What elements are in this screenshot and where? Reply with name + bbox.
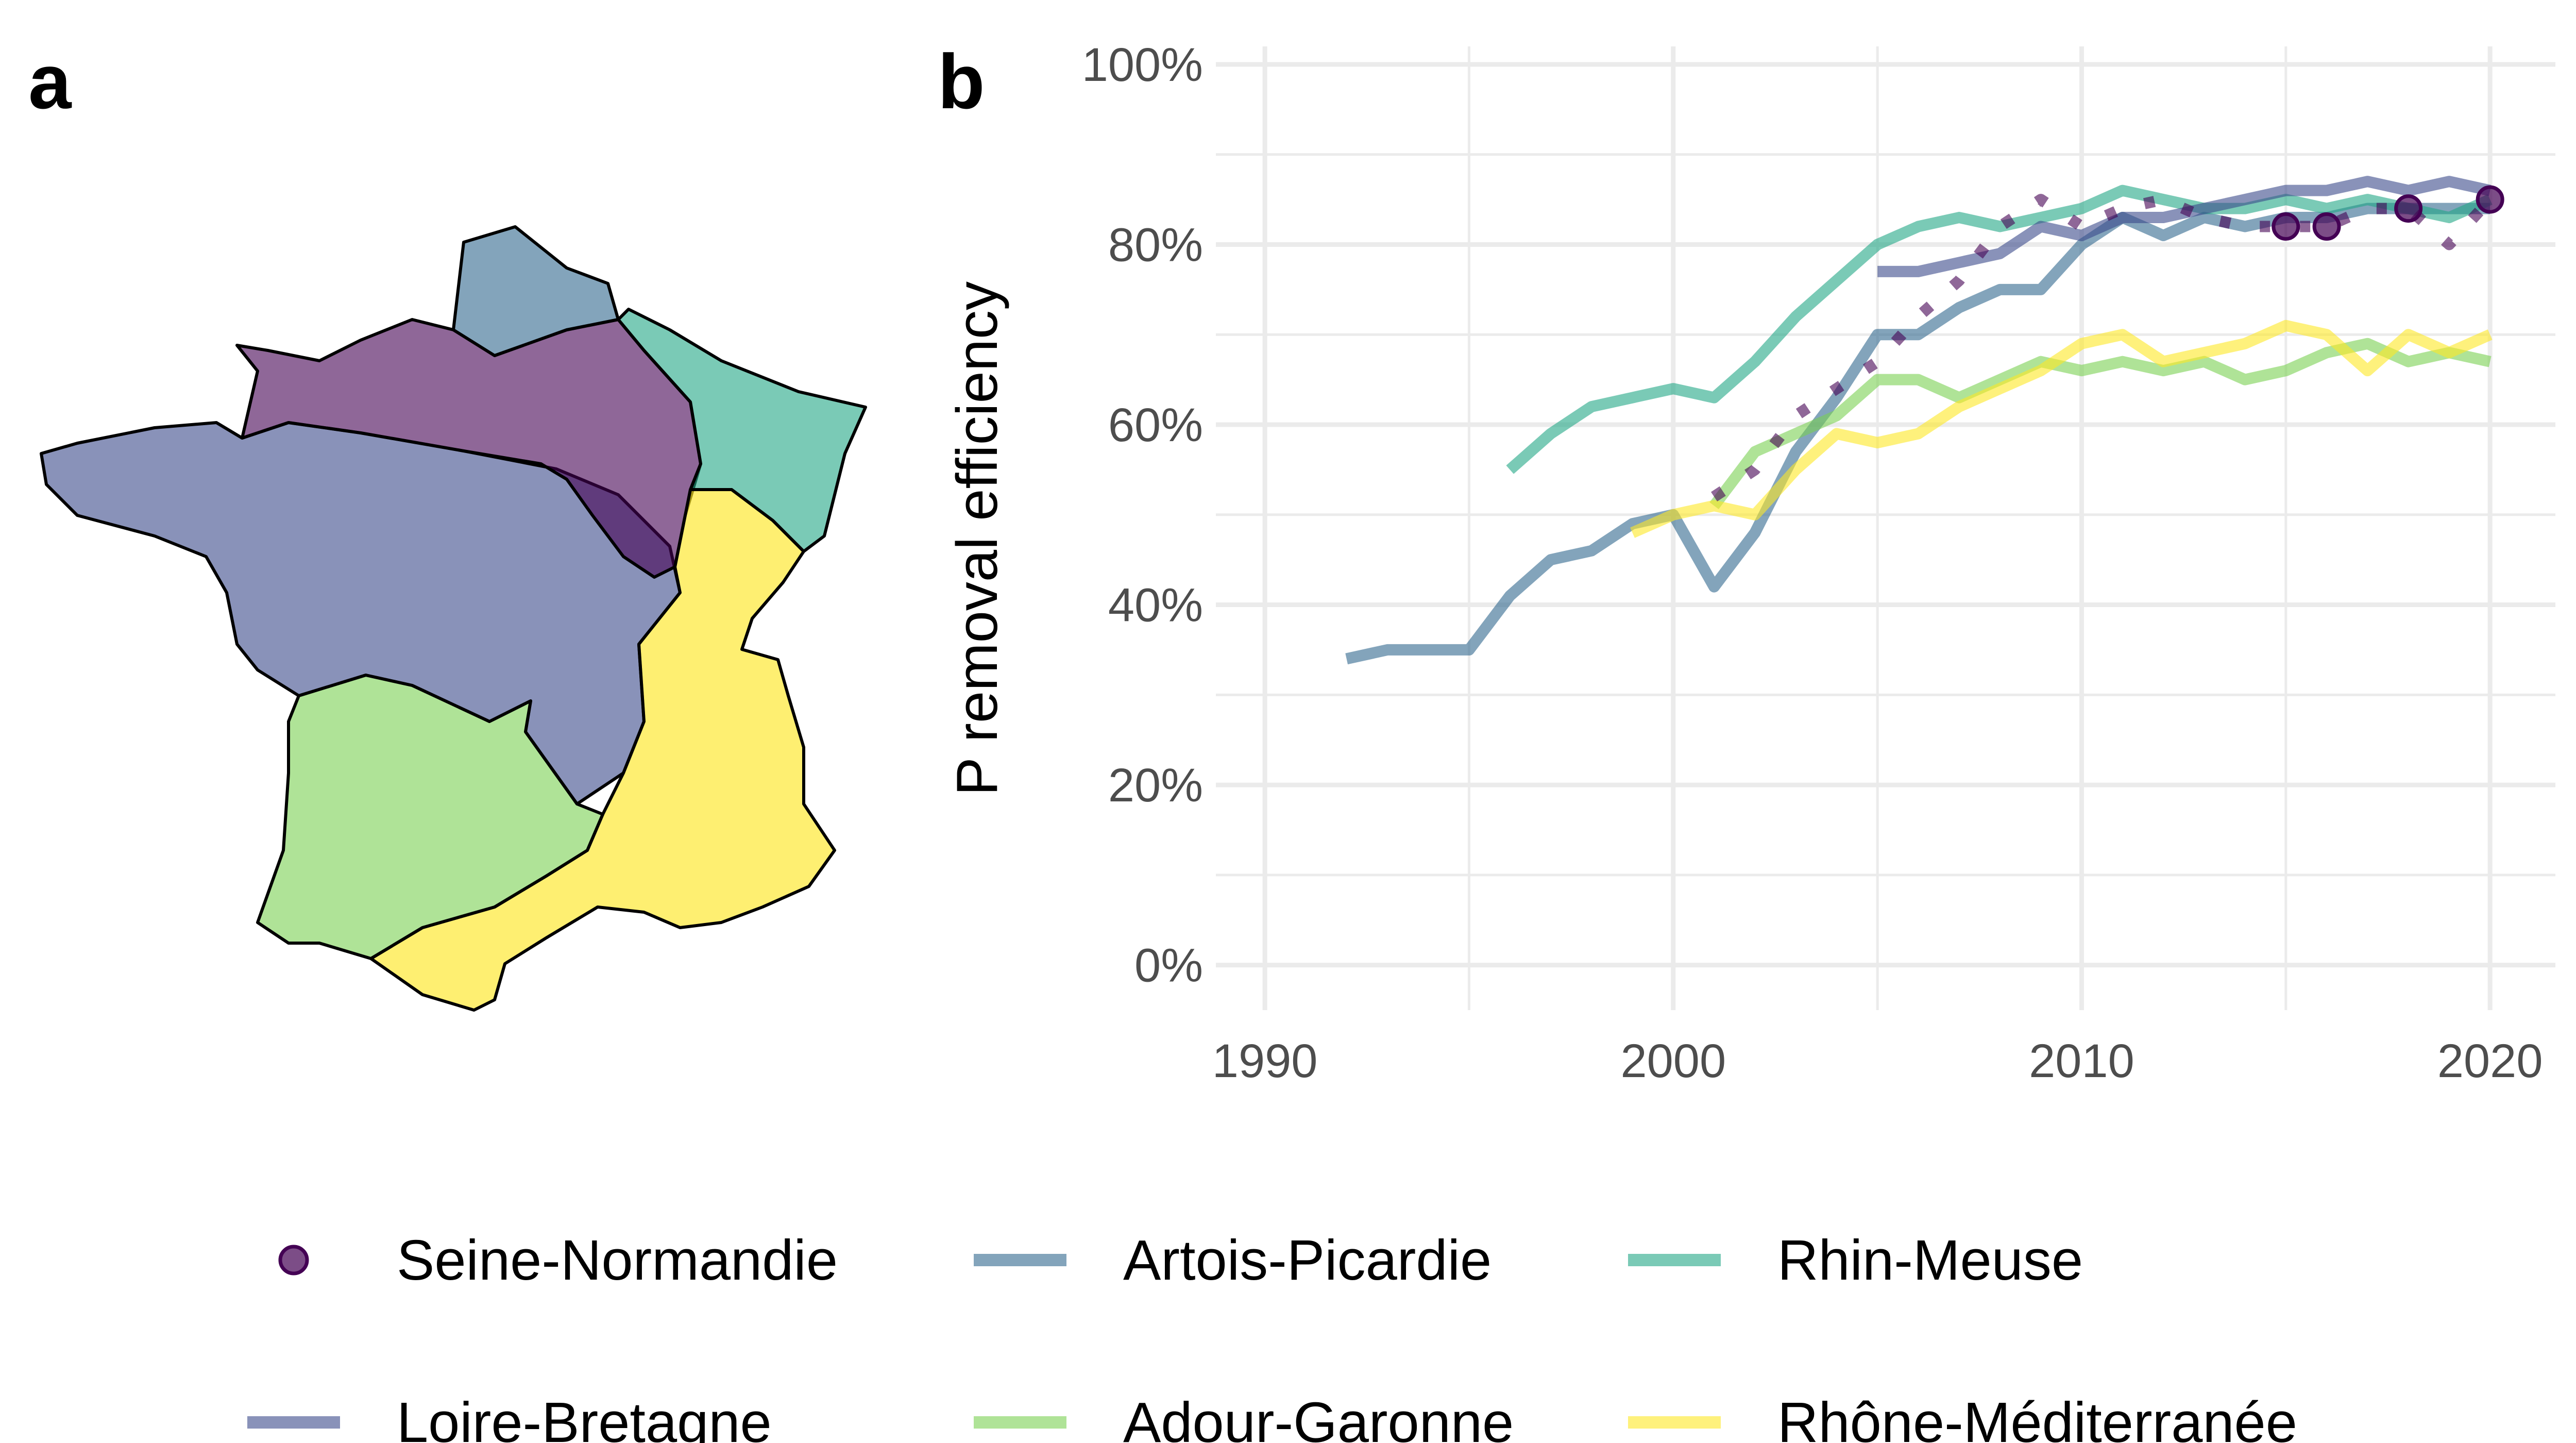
x-tick-label: 2010 (2029, 1035, 2134, 1087)
map-region-rhin-meuse (617, 308, 867, 553)
y-tick-label: 20% (1108, 759, 1203, 812)
map-region-rhone-mediterranee (369, 488, 836, 1012)
legend-label-loire-bretagne: Loire-Bretagne (397, 1391, 772, 1443)
x-tick-labels: 1990 2000 2010 2020 (1212, 1035, 2543, 1087)
panel-a-label: a (28, 38, 72, 125)
y-tick-label: 60% (1108, 399, 1203, 451)
chart-area: 0% 20% 40% 60% 80% 100% 1990 2000 2010 2020 P re… (945, 39, 2555, 1087)
x-tick-label: 2000 (1620, 1035, 1726, 1087)
series-point-seine-normandie (2272, 212, 2300, 241)
panel-b-label: b (938, 38, 985, 125)
legend-key-seine-normandie (278, 1245, 309, 1276)
chart-series (1345, 176, 2504, 665)
map-region-artois-picardie (452, 225, 620, 357)
y-axis-title: P removal efficiency (945, 281, 1009, 796)
series-line-rh-ne-m-diterran-e (1630, 320, 2493, 538)
legend: Seine-Normandie Artois-Picardie Rhin-Meuse… (247, 1229, 2297, 1443)
series-line-rhin-meuse (1506, 184, 2493, 474)
chart-grid (1216, 46, 2555, 1010)
y-tick-label: 80% (1108, 219, 1203, 271)
basin-map (40, 225, 867, 1012)
map-region-adour-garonne (256, 674, 604, 960)
series-line-adour-garonne (1709, 338, 2492, 509)
series-line-artois-picardie (1345, 203, 2490, 665)
x-tick-label: 2020 (2437, 1035, 2543, 1087)
legend-label-artois-picardie: Artois-Picardie (1123, 1229, 1492, 1292)
y-tick-labels: 0% 20% 40% 60% 80% 100% (1082, 39, 1203, 992)
legend-label-rhin-meuse: Rhin-Meuse (1777, 1229, 2083, 1292)
legend-label-rh-ne-m-diterran-e: Rhône-Méditerranée (1777, 1391, 2297, 1443)
y-tick-label: 40% (1108, 579, 1203, 632)
series-point-seine-normandie (2312, 212, 2341, 241)
series-point-seine-normandie (2394, 194, 2423, 223)
series-point-seine-normandie (2476, 185, 2504, 214)
legend-label-adour-garonne: Adour-Garonne (1123, 1391, 1514, 1443)
legend-label-seine-normandie: Seine-Normandie (397, 1229, 838, 1292)
y-tick-label: 100% (1082, 39, 1203, 91)
y-tick-label: 0% (1134, 939, 1203, 992)
x-tick-label: 1990 (1212, 1035, 1318, 1087)
